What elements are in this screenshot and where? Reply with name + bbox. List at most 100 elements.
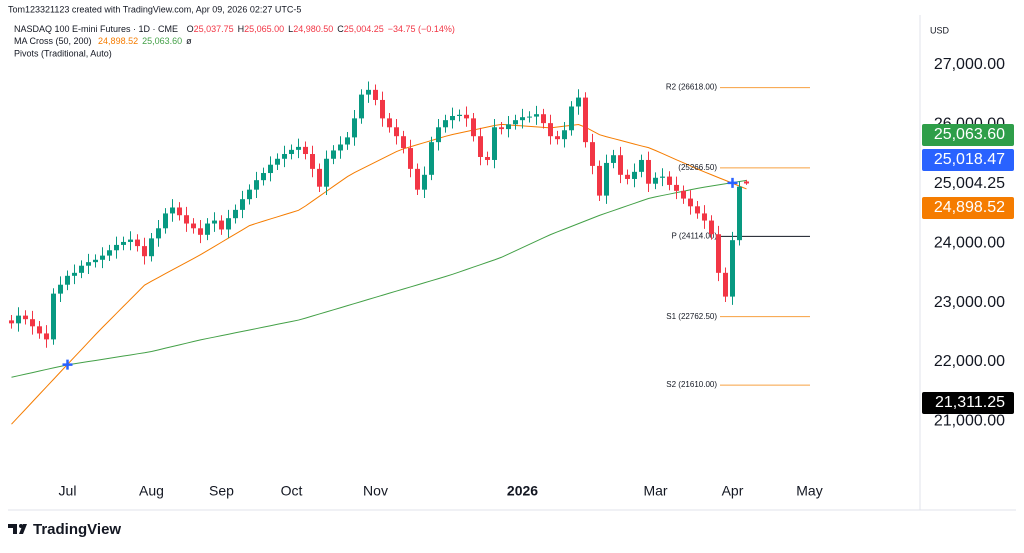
- candle-body: [247, 189, 252, 200]
- candle-body: [317, 168, 322, 187]
- candle-body: [597, 165, 602, 196]
- readout-key: C: [337, 24, 344, 34]
- candle-body: [303, 146, 308, 155]
- pivot-label: S1 (22762.50): [666, 312, 717, 321]
- candle-body: [646, 159, 651, 184]
- candle-body: [261, 173, 266, 181]
- candle-body: [44, 333, 49, 340]
- candle-body: [632, 171, 637, 179]
- candle-body: [282, 154, 287, 159]
- candle-body: [324, 158, 329, 187]
- candle-body: [534, 114, 539, 117]
- candle-body: [51, 293, 56, 340]
- candle-body: [58, 284, 63, 294]
- candle-body: [198, 228, 203, 235]
- candle-body: [653, 177, 658, 184]
- x-tick-label: May: [796, 483, 822, 499]
- candle-body: [709, 220, 714, 235]
- x-tick-label: Mar: [643, 483, 667, 499]
- candle-body: [170, 207, 175, 214]
- candle-body: [541, 114, 546, 124]
- candle-body: [625, 174, 630, 179]
- candle-body: [674, 184, 679, 191]
- candle-body: [394, 127, 399, 137]
- candle-body: [380, 99, 385, 119]
- candle-body: [723, 272, 728, 297]
- candle-body: [639, 159, 644, 172]
- readout-key: L: [288, 24, 293, 34]
- candle-body: [569, 106, 574, 131]
- readout: O25,037.75 H25,065.00 L24,980.50 C25,004.25…: [187, 24, 455, 34]
- candle-body: [156, 228, 161, 239]
- candle-body: [681, 190, 686, 199]
- candle-body: [184, 215, 189, 224]
- candle-body: [135, 239, 140, 247]
- candle-body: [289, 149, 294, 155]
- pivot-label: (25266.50): [678, 163, 717, 172]
- pivot-label: S2 (21610.00): [666, 380, 717, 389]
- candle-body: [86, 262, 91, 266]
- logo-text: TradingView: [33, 521, 121, 538]
- candle-body: [359, 94, 364, 119]
- readout-value: 25,065.00: [244, 24, 284, 34]
- y-tick-label: 23,000.00: [934, 294, 1005, 311]
- candle-body: [506, 124, 511, 130]
- candle-body: [737, 186, 742, 241]
- candle-body: [128, 239, 133, 242]
- pivot-legend: Pivots (Traditional, Auto): [14, 48, 112, 58]
- candle-body: [107, 250, 112, 256]
- candle-body: [331, 150, 336, 159]
- candle-body: [485, 156, 490, 160]
- ma-line: [11, 123, 747, 425]
- candle-body: [590, 142, 595, 166]
- candle-body: [268, 164, 273, 174]
- pivot-label: R2 (26618.00): [666, 83, 717, 92]
- price-tag-box: [922, 197, 1014, 219]
- candle-body: [576, 97, 581, 107]
- candle-body: [471, 118, 476, 137]
- candle-body: [443, 120, 448, 128]
- candle-body: [163, 213, 168, 229]
- price-tag-box: [922, 149, 1014, 171]
- candle-body: [688, 198, 693, 207]
- logo-dot: [19, 524, 23, 528]
- candle-body: [275, 158, 280, 165]
- readout-change: −34.75 (−0.14%): [388, 24, 455, 34]
- candle-body: [366, 89, 371, 95]
- readout-key: H: [238, 24, 245, 34]
- candle-body: [226, 218, 231, 230]
- chart-title: NASDAQ 100 E-mini Futures · 1D · CME: [14, 24, 178, 34]
- candle-body: [562, 130, 567, 140]
- candle-body: [513, 120, 518, 125]
- candle-body: [702, 213, 707, 221]
- cross-marker: [62, 359, 73, 370]
- candle-body: [296, 146, 301, 150]
- header-line: NASDAQ 100 E-mini Futures · 1D · CME O25…: [14, 24, 455, 34]
- price-tag-label: 25,018.47: [934, 151, 1005, 168]
- candle-body: [520, 117, 525, 121]
- candle-body: [436, 127, 441, 143]
- candle-body: [660, 176, 665, 178]
- ma-line: [11, 179, 747, 378]
- price-tag-label: 25,063.60: [934, 126, 1005, 143]
- candle-body: [611, 155, 616, 163]
- readout-value: 25,037.75: [194, 24, 234, 34]
- price-tag-label: 24,898.52: [934, 199, 1005, 216]
- candle-body: [401, 136, 406, 149]
- price-tag-box: [922, 392, 1014, 414]
- candle-body: [667, 176, 672, 185]
- x-tick-label: Sep: [209, 483, 234, 499]
- y-tick-label: 21,000.00: [934, 413, 1005, 430]
- candle-body: [464, 114, 469, 119]
- candle-body: [548, 123, 553, 137]
- candle-body: [121, 241, 126, 245]
- candle-body: [429, 142, 434, 175]
- candle-body: [499, 127, 504, 130]
- candle-body: [618, 155, 623, 175]
- price-tag-box: [922, 124, 1014, 146]
- attribution: Tom123321123 created with TradingView.co…: [8, 4, 301, 14]
- candle-body: [373, 89, 378, 100]
- candle-body: [478, 136, 483, 157]
